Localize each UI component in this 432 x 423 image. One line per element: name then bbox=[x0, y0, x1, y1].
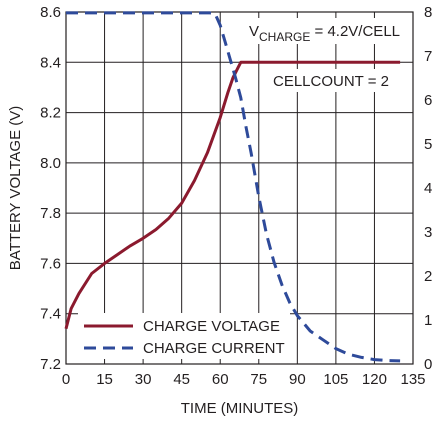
charge-current-line bbox=[66, 13, 400, 361]
x-tick-label: 120 bbox=[362, 371, 387, 388]
x-tick-label: 30 bbox=[135, 371, 152, 388]
y-tick-label: 7.8 bbox=[40, 205, 61, 222]
series-layer bbox=[66, 13, 400, 361]
y2-tick-label: 5 bbox=[424, 136, 432, 153]
y-tick-label: 8.6 bbox=[40, 4, 61, 21]
x-tick-label: 15 bbox=[96, 371, 113, 388]
y-tick-label: 8.2 bbox=[40, 105, 61, 122]
y-axis-label: BATTERY VOLTAGE (V) bbox=[7, 106, 24, 270]
y-tick-label: 7.2 bbox=[40, 356, 61, 373]
x-tick-label: 105 bbox=[323, 371, 348, 388]
y-tick-label: 8.4 bbox=[40, 54, 61, 71]
y2-tick-label: 1 bbox=[424, 312, 432, 329]
legend-label-charge-voltage: CHARGE VOLTAGE bbox=[143, 318, 280, 335]
vcharge-value: = 4.2V/CELL bbox=[310, 23, 400, 40]
y2-tick-label: 6 bbox=[424, 92, 432, 109]
legend-label-charge-current: CHARGE CURRENT bbox=[143, 340, 285, 357]
vcharge-prefix: V bbox=[249, 23, 259, 40]
y2-tick-label: 7 bbox=[424, 48, 432, 65]
y2-tick-label: 8 bbox=[424, 4, 432, 21]
x-tick-label: 75 bbox=[250, 371, 267, 388]
x-tick-label: 60 bbox=[212, 371, 229, 388]
vcharge-annotation: VCHARGE = 4.2V/CELL bbox=[244, 18, 412, 44]
x-tick-label: 135 bbox=[400, 371, 425, 388]
x-tick-label: 90 bbox=[289, 371, 306, 388]
x-tick-label: 45 bbox=[173, 371, 190, 388]
cellcount-annotation: CELLCOUNT = 2 bbox=[268, 69, 398, 92]
y-tick-label: 8.0 bbox=[40, 155, 61, 172]
y-tick-label: 7.4 bbox=[40, 306, 61, 323]
y2-tick-label: 4 bbox=[424, 180, 432, 197]
y2-tick-label: 2 bbox=[424, 268, 432, 285]
vcharge-subscript: CHARGE bbox=[259, 30, 310, 44]
y2-tick-label: 0 bbox=[424, 356, 432, 373]
x-tick-label: 0 bbox=[62, 371, 70, 388]
cellcount-text: CELLCOUNT = 2 bbox=[273, 73, 389, 90]
x-axis-label: TIME (MINUTES) bbox=[181, 400, 299, 417]
y-tick-label: 7.6 bbox=[40, 255, 61, 272]
y2-tick-label: 3 bbox=[424, 224, 432, 241]
charge-voltage-line bbox=[66, 62, 400, 329]
legend: CHARGE VOLTAGE CHARGE CURRENT bbox=[78, 313, 290, 359]
